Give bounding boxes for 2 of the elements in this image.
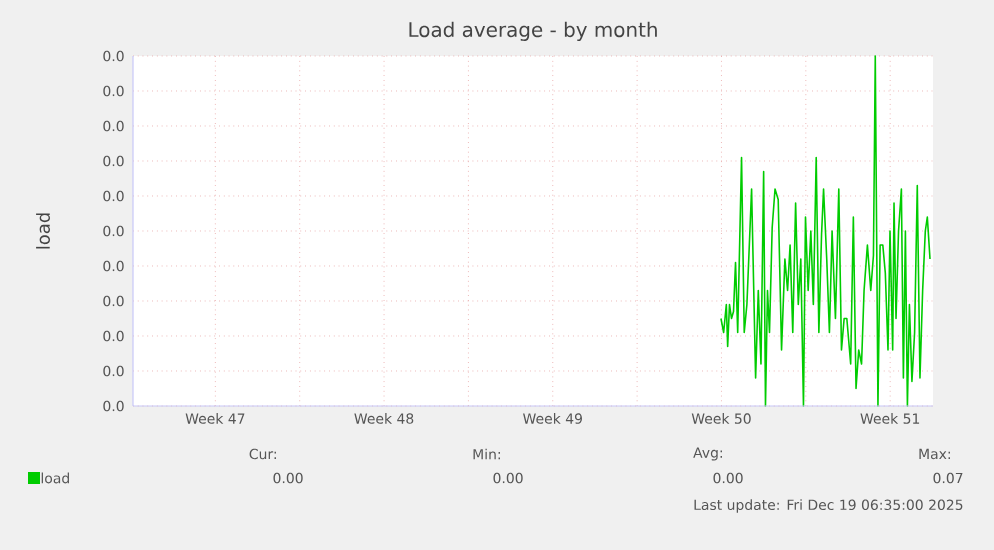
chart-title: Load average - by month xyxy=(409,21,657,42)
y-axis-title: load xyxy=(36,213,50,249)
